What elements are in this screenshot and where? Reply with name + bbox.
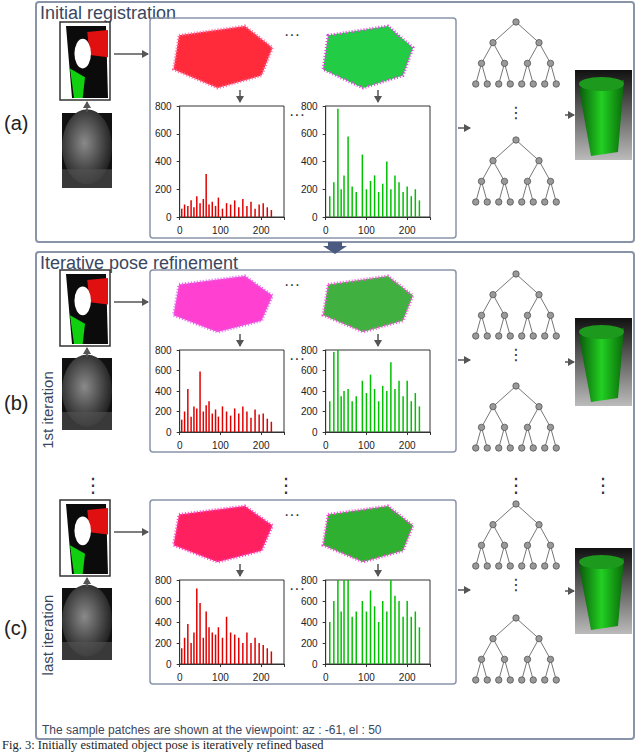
svg-text:(b): (b) <box>4 392 28 414</box>
svg-text:600: 600 <box>155 128 172 139</box>
svg-text:0: 0 <box>177 225 183 236</box>
svg-text:0: 0 <box>323 225 329 236</box>
svg-text:⋮: ⋮ <box>276 474 296 496</box>
svg-text:0: 0 <box>323 440 329 451</box>
svg-text:···: ··· <box>284 26 300 43</box>
svg-text:⋮: ⋮ <box>508 576 524 593</box>
svg-text:800: 800 <box>301 101 318 112</box>
svg-text:200: 200 <box>155 184 172 195</box>
svg-text:0: 0 <box>166 212 172 223</box>
svg-text:100: 100 <box>358 225 375 236</box>
svg-text:800: 800 <box>301 575 318 586</box>
svg-text:last iteration: last iteration <box>39 595 56 676</box>
svg-text:400: 400 <box>155 156 172 167</box>
svg-text:800: 800 <box>155 345 172 356</box>
svg-text:Iterative pose refinement: Iterative pose refinement <box>40 253 239 273</box>
svg-text:(a): (a) <box>4 112 28 134</box>
svg-text:100: 100 <box>212 672 229 683</box>
svg-text:···: ··· <box>284 506 300 523</box>
svg-text:0: 0 <box>166 427 172 438</box>
svg-text:200: 200 <box>155 638 172 649</box>
svg-text:100: 100 <box>358 440 375 451</box>
svg-text:···: ··· <box>284 276 300 293</box>
svg-text:200: 200 <box>253 440 270 451</box>
svg-text:0: 0 <box>312 659 318 670</box>
svg-text:0: 0 <box>177 672 183 683</box>
svg-text:⋮: ⋮ <box>508 104 524 121</box>
svg-text:600: 600 <box>301 596 318 607</box>
svg-text:800: 800 <box>155 101 172 112</box>
svg-text:600: 600 <box>155 596 172 607</box>
svg-text:0: 0 <box>312 212 318 223</box>
svg-text:100: 100 <box>212 225 229 236</box>
svg-text:400: 400 <box>155 386 172 397</box>
svg-text:200: 200 <box>253 672 270 683</box>
svg-text:The sample patches are shown a: The sample patches are shown at the view… <box>42 723 382 737</box>
svg-text:Fig. 3: Initially estimated ob: Fig. 3: Initially estimated object pose … <box>2 738 324 752</box>
svg-text:0: 0 <box>177 440 183 451</box>
svg-text:400: 400 <box>301 386 318 397</box>
svg-text:⋮: ⋮ <box>506 474 526 496</box>
svg-text:400: 400 <box>155 617 172 628</box>
svg-text:600: 600 <box>301 128 318 139</box>
svg-text:400: 400 <box>301 617 318 628</box>
svg-text:⋮: ⋮ <box>593 474 613 496</box>
svg-text:600: 600 <box>301 365 318 376</box>
svg-text:200: 200 <box>301 184 318 195</box>
svg-text:400: 400 <box>301 156 318 167</box>
svg-text:Initial registration: Initial registration <box>40 3 176 23</box>
svg-text:800: 800 <box>301 345 318 356</box>
svg-text:200: 200 <box>399 225 416 236</box>
svg-text:200: 200 <box>301 406 318 417</box>
svg-text:600: 600 <box>155 365 172 376</box>
svg-text:200: 200 <box>253 225 270 236</box>
svg-text:200: 200 <box>301 638 318 649</box>
svg-text:100: 100 <box>212 440 229 451</box>
svg-text:0: 0 <box>166 659 172 670</box>
svg-text:0: 0 <box>323 672 329 683</box>
svg-text:100: 100 <box>358 672 375 683</box>
svg-text:0: 0 <box>312 427 318 438</box>
svg-text:⋮: ⋮ <box>83 474 103 496</box>
svg-text:200: 200 <box>399 672 416 683</box>
svg-text:1st iteration: 1st iteration <box>39 371 56 449</box>
svg-text:200: 200 <box>399 440 416 451</box>
svg-text:800: 800 <box>155 575 172 586</box>
svg-text:(c): (c) <box>4 617 27 639</box>
svg-text:⋮: ⋮ <box>508 346 524 363</box>
svg-text:200: 200 <box>155 406 172 417</box>
